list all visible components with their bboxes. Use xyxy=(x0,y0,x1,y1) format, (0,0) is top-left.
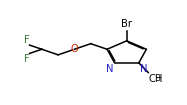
Text: N: N xyxy=(140,64,147,74)
Text: F: F xyxy=(24,54,30,64)
Text: O: O xyxy=(70,44,78,54)
Text: F: F xyxy=(24,35,30,45)
Text: 3: 3 xyxy=(155,74,160,83)
Text: Br: Br xyxy=(121,19,132,29)
Text: CH: CH xyxy=(149,74,163,84)
Text: N: N xyxy=(106,64,114,74)
